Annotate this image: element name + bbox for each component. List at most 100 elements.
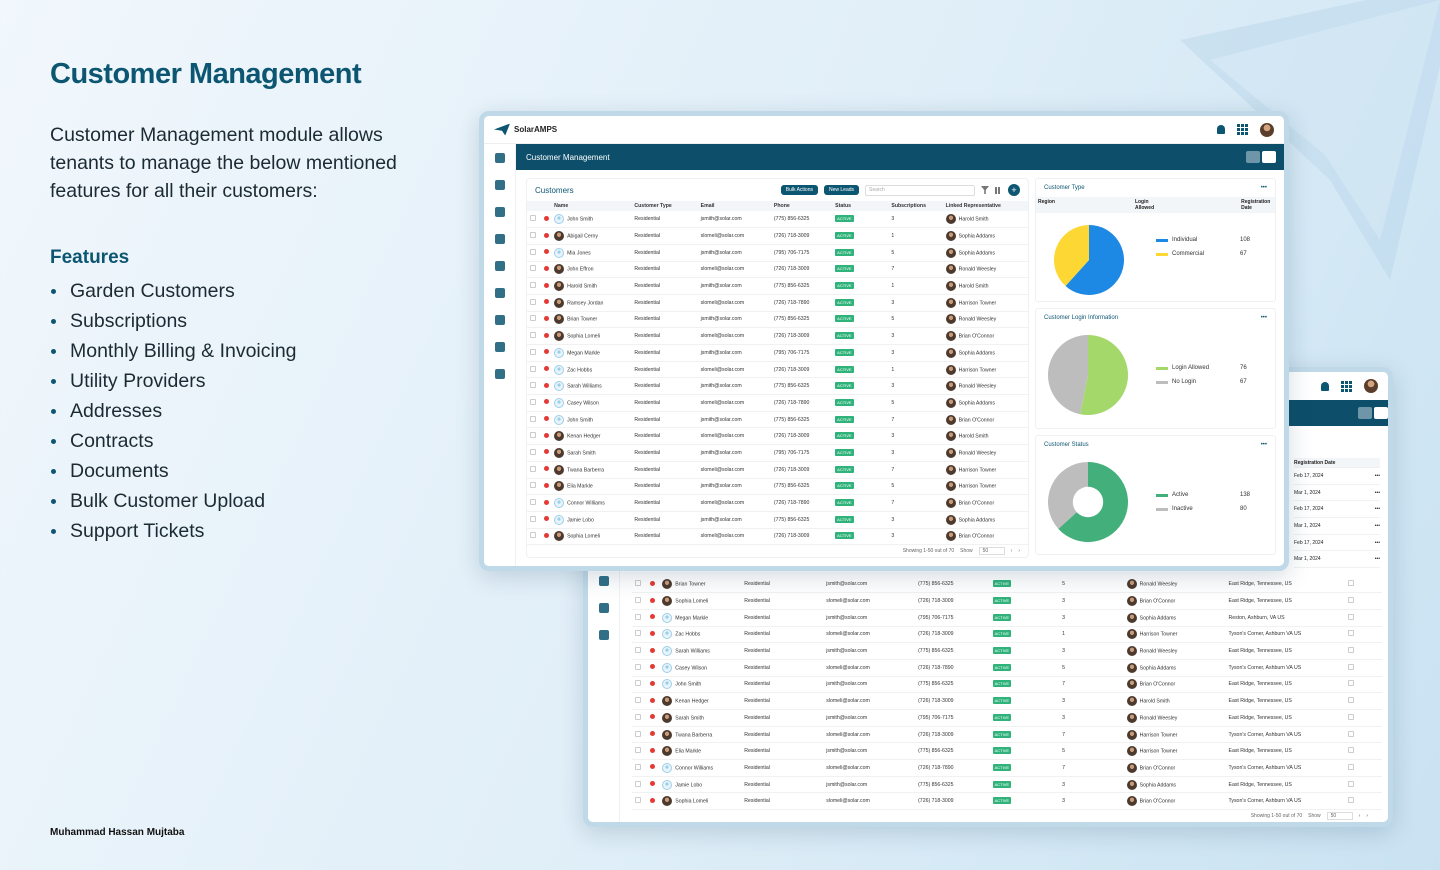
table-row[interactable]: Sarah Williams Residential jsmith@solar.… [527, 377, 1028, 396]
row-checkbox[interactable] [530, 482, 536, 489]
device-icon[interactable] [1347, 730, 1354, 737]
chevron-right-icon[interactable]: › [1018, 548, 1020, 554]
dashboard-icon[interactable] [494, 207, 505, 217]
more-icon[interactable]: ••• [1374, 556, 1380, 563]
table-row[interactable]: Sarah Smith Residential jsmith@solar.com… [527, 444, 1028, 462]
table-row[interactable]: Connor Williams Residential slomeli@sola… [632, 759, 1382, 777]
table-row[interactable]: Casey Wilson Residential slomeli@solar.c… [527, 394, 1028, 412]
table-row[interactable]: Mia Jones Residential jsmith@solar.com (… [527, 244, 1028, 262]
more-icon[interactable]: ••• [1374, 522, 1380, 529]
table-row[interactable]: John Smith Residential jsmith@solar.com … [527, 211, 1028, 229]
column-header[interactable]: Status [832, 201, 889, 211]
table-row[interactable]: Jamie Lobo Residential jsmith@solar.com … [527, 511, 1028, 529]
list-view-icon[interactable] [1246, 151, 1260, 163]
row-checkbox[interactable] [635, 713, 641, 720]
row-checkbox[interactable] [530, 265, 536, 272]
row-checkbox[interactable] [635, 630, 641, 637]
table-row[interactable]: Connor Williams Residential slomeli@sola… [527, 494, 1028, 512]
shirt-icon[interactable] [494, 261, 505, 271]
row-checkbox[interactable] [530, 382, 536, 389]
row-checkbox[interactable] [530, 332, 536, 339]
column-header[interactable]: Customer Type [631, 201, 698, 211]
table-row[interactable]: Abigail Cerny Residential slomeli@solar.… [527, 227, 1028, 245]
chevron-left-icon[interactable]: ‹ [1010, 548, 1013, 554]
table-row[interactable]: Sarah Smith Residential jsmith@solar.com… [632, 709, 1382, 727]
avatar[interactable] [1364, 379, 1378, 393]
row-checkbox[interactable] [635, 697, 641, 704]
row-checkbox[interactable] [635, 763, 641, 770]
device-icon[interactable] [1347, 580, 1354, 587]
column-header[interactable]: Linked Representative [942, 201, 1028, 211]
chevron-left-icon[interactable]: ‹ [1358, 813, 1361, 819]
row-checkbox[interactable] [530, 232, 536, 239]
row-checkbox[interactable] [635, 730, 641, 737]
more-icon[interactable]: ••• [1260, 315, 1267, 321]
table-row[interactable]: Brian Towner Residential jsmith@solar.co… [632, 576, 1382, 594]
row-checkbox[interactable] [530, 348, 536, 355]
table-row[interactable]: Sophia Lomeli Residential slomeli@solar.… [527, 528, 1028, 546]
new-leads-button[interactable]: New Leads [823, 185, 859, 195]
row-checkbox[interactable] [530, 532, 536, 539]
users-icon[interactable] [494, 315, 505, 325]
apps-grid-icon[interactable] [1237, 124, 1248, 135]
more-icon[interactable]: ••• [1260, 442, 1267, 448]
row-checkbox[interactable] [635, 680, 641, 687]
device-icon[interactable] [1347, 747, 1354, 754]
device-icon[interactable] [1347, 630, 1354, 637]
bulk-actions-button[interactable]: Bulk Actions [780, 185, 818, 195]
team-icon[interactable] [494, 234, 505, 244]
support-icon[interactable] [494, 369, 505, 379]
row-checkbox[interactable] [530, 515, 536, 522]
row-checkbox[interactable] [530, 398, 536, 405]
table-row[interactable]: John Smith Residential jsmith@solar.com … [632, 676, 1382, 694]
add-customer-button[interactable]: + [1008, 184, 1020, 196]
row-checkbox[interactable] [530, 365, 536, 372]
column-header[interactable]: Name [551, 201, 632, 211]
table-row[interactable]: Sophia Lomeli Residential slomeli@solar.… [527, 327, 1028, 345]
users-icon[interactable] [598, 576, 609, 586]
table-row[interactable]: Harold Smith Residential jsmith@solar.co… [527, 277, 1028, 295]
table-row[interactable]: Ramsey Jordan Residential slomeli@solar.… [527, 294, 1028, 312]
row-checkbox[interactable] [635, 797, 641, 804]
row-checkbox[interactable] [530, 282, 536, 289]
table-row[interactable]: Zac Hobbs Residential slomeli@solar.com … [632, 626, 1382, 644]
table-row[interactable]: Megan Markle Residential jsmith@solar.co… [632, 609, 1382, 627]
table-row[interactable]: Brian Towner Residential jsmith@solar.co… [527, 311, 1028, 329]
table-row[interactable]: Twana Barberra Residential slomeli@solar… [527, 461, 1028, 479]
row-checkbox[interactable] [530, 432, 536, 439]
per-page-select[interactable]: 50 [1326, 812, 1353, 820]
row-checkbox[interactable] [530, 465, 536, 472]
device-icon[interactable] [1347, 713, 1354, 720]
more-icon[interactable]: ••• [1374, 489, 1380, 496]
tools-icon[interactable] [598, 603, 609, 613]
row-checkbox[interactable] [530, 215, 536, 222]
row-checkbox[interactable] [635, 647, 641, 654]
grid-view-icon[interactable] [1374, 407, 1388, 419]
device-icon[interactable] [1347, 647, 1354, 654]
device-icon[interactable] [1347, 780, 1354, 787]
row-checkbox[interactable] [530, 415, 536, 422]
row-checkbox[interactable] [635, 780, 641, 787]
device-icon[interactable] [1347, 597, 1354, 604]
row-checkbox[interactable] [635, 747, 641, 754]
row-checkbox[interactable] [530, 448, 536, 455]
more-icon[interactable]: ••• [1260, 185, 1267, 191]
device-icon[interactable] [1347, 613, 1354, 620]
column-header[interactable]: Subscriptions [888, 201, 943, 211]
avatar[interactable] [1260, 122, 1274, 137]
chevron-right-icon[interactable]: › [1366, 813, 1368, 819]
table-row[interactable]: Megan Markle Residential jsmith@solar.co… [527, 344, 1028, 362]
row-checkbox[interactable] [635, 580, 641, 587]
user-icon[interactable] [494, 153, 505, 163]
device-icon[interactable] [1347, 697, 1354, 704]
device-icon[interactable] [1347, 663, 1354, 670]
per-page-select[interactable]: 50 [978, 547, 1005, 555]
device-icon[interactable] [1347, 763, 1354, 770]
row-checkbox[interactable] [530, 298, 536, 305]
table-row[interactable]: John Smith Residential jsmith@solar.com … [527, 411, 1028, 429]
table-row[interactable]: Zac Hobbs Residential slomeli@solar.com … [527, 361, 1028, 379]
device-icon[interactable] [1347, 797, 1354, 804]
search-input[interactable]: Search [865, 184, 975, 196]
support-icon[interactable] [598, 630, 609, 640]
table-row[interactable]: Sophia Lomeli Residential slomeli@solar.… [632, 792, 1382, 811]
